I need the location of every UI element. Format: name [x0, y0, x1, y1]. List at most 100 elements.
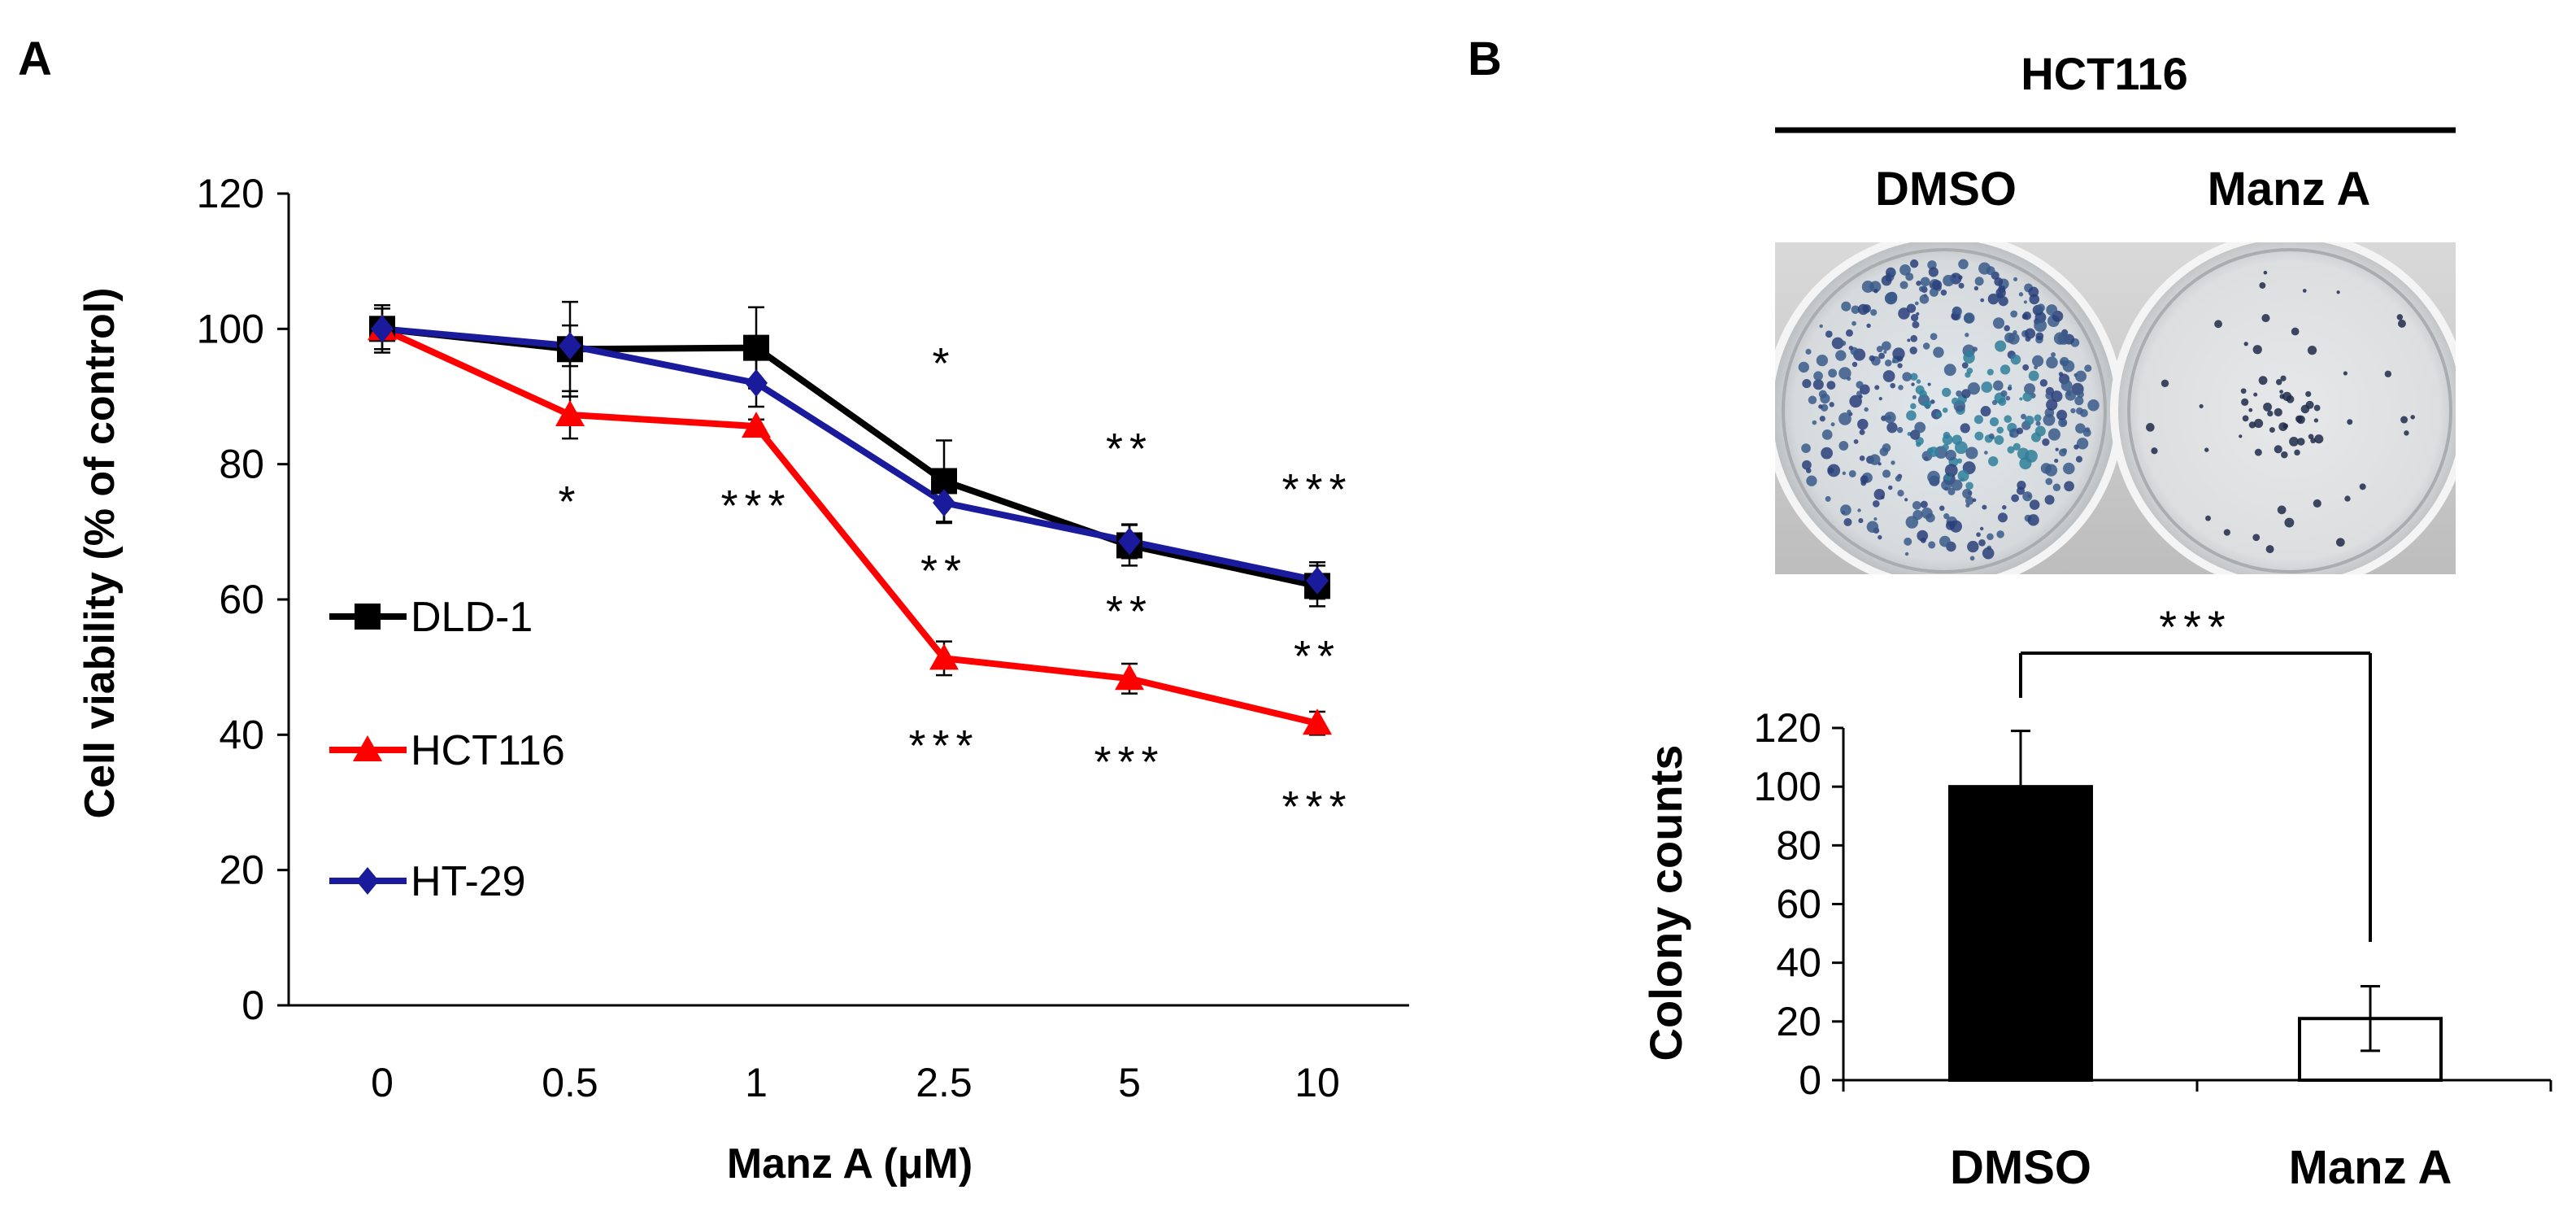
chart-b-colony-counts: 0 20 40 60 80 100 120 DMSO Manz A Colony counts: [1640, 705, 2552, 1194]
colony-dot: [1904, 551, 1909, 556]
colony-dot: [1841, 301, 1852, 312]
colony-dot: [2046, 356, 2058, 369]
colony-dot: [2012, 277, 2018, 281]
colony-dot: [1909, 346, 1917, 355]
colony-dot: [1892, 347, 1905, 360]
colony-dot: [1906, 410, 1917, 421]
colony-dot: [2054, 458, 2059, 464]
colony-dot: [2034, 365, 2038, 370]
colony-dot: [1996, 530, 2004, 538]
colony-dot: [2034, 319, 2047, 333]
colony-dot: [1882, 370, 1895, 382]
panel-label-a: A: [18, 33, 52, 85]
colony-dot: [1916, 312, 1920, 316]
colony-dot: [2077, 390, 2085, 399]
colony-dot: [2259, 282, 2266, 289]
colony-dot: [1997, 512, 2008, 523]
colony-dot: [1958, 282, 1965, 289]
colony-dot: [1972, 346, 1978, 352]
colony-dot: [1891, 460, 1895, 465]
colony-dot: [1840, 340, 1847, 346]
significance-bracket: ***: [2019, 601, 2372, 942]
colony-dot: [1904, 537, 1912, 546]
colony-dot: [1813, 371, 1823, 381]
colony-dot: [1835, 350, 1847, 361]
data-point-triangle: [742, 412, 771, 438]
colony-dot: [1974, 277, 1984, 286]
colony-dot: [2025, 449, 2038, 463]
colony-dot: [2023, 300, 2027, 304]
colony-dot: [2084, 364, 2092, 373]
colony-dot: [1993, 380, 2004, 391]
colony-dot: [1884, 412, 1896, 424]
colony-dot: [1958, 275, 1963, 280]
colony-dot: [2043, 413, 2056, 426]
colony-dot: [1943, 486, 1949, 491]
colony-dot: [2035, 307, 2043, 314]
colony-dot: [2252, 345, 2262, 355]
colony-dot: [2146, 423, 2155, 432]
significance-marker: ***: [1094, 738, 1164, 787]
colony-dot: [2011, 494, 2020, 503]
colony-dot: [1898, 307, 1910, 320]
colony-dot: [1996, 292, 2004, 299]
y-tick-label: 60: [219, 577, 264, 622]
colony-dot: [2286, 394, 2295, 403]
colony-dot: [2073, 444, 2079, 450]
colony-dot: [1919, 294, 1930, 304]
colony-dot: [1960, 423, 1970, 434]
bar-dmso: [1948, 785, 2093, 1083]
colony-dot: [1943, 513, 1950, 520]
colony-dot: [1912, 500, 1921, 510]
colony-dot: [1995, 340, 2007, 352]
photo-label-manz-a: Manz A: [2208, 163, 2371, 216]
colony-dot: [2223, 529, 2230, 536]
colony-dot: [1930, 399, 1935, 404]
data-point-diamond: [371, 315, 394, 343]
colony-dot: [2240, 388, 2247, 394]
colony-dot: [1882, 443, 1891, 452]
colony-dot: [2289, 437, 2299, 447]
colony-dot: [2384, 370, 2392, 377]
colony-dot: [1808, 395, 1817, 404]
colony-dot: [1889, 269, 1896, 276]
colony-dot: [2046, 304, 2058, 316]
colony-dot: [1943, 431, 1951, 439]
colony-dot: [2022, 392, 2033, 402]
colony-dot: [1848, 346, 1854, 351]
colony-dot: [1806, 475, 1817, 486]
colony-dot: [2016, 486, 2026, 495]
data-point-diamond: [559, 332, 581, 360]
colony-dot: [1830, 422, 1835, 427]
data-point-triangle: [555, 399, 585, 426]
colony-dot: [1999, 364, 2011, 375]
data-point-square: [743, 334, 769, 361]
colony-dot: [2253, 418, 2264, 429]
significance-marker: **: [1106, 587, 1153, 636]
data-point-diamond: [745, 368, 768, 397]
colony-dot: [1852, 361, 1858, 368]
colony-dot: [1878, 534, 1882, 540]
colony-dot: [2002, 505, 2007, 510]
colony-dot: [2269, 427, 2275, 434]
y-tick-label: 120: [197, 171, 264, 216]
significance-marker: ***: [720, 482, 791, 530]
colony-dot: [2343, 371, 2348, 376]
colony-dot: [1952, 434, 1962, 445]
colony-dot: [1856, 381, 1864, 389]
colony-dot: [2042, 438, 2050, 447]
colony-dot: [2295, 415, 2303, 423]
colony-dot: [2347, 419, 2353, 425]
colony-dot: [1927, 470, 1940, 484]
colony-dot: [1847, 376, 1852, 381]
colony-dot: [2258, 376, 2268, 386]
data-point-triangle: [929, 643, 959, 670]
colony-dot: [2040, 463, 2052, 474]
colony-dot: [1928, 541, 1936, 549]
colony-dot: [1943, 274, 1955, 287]
significance-marker: *: [932, 339, 955, 388]
data-point-triangle: [1115, 664, 1144, 691]
colony-dot: [2279, 390, 2284, 394]
colony-dot: [1979, 526, 1984, 531]
colony-dot: [1859, 394, 1863, 399]
